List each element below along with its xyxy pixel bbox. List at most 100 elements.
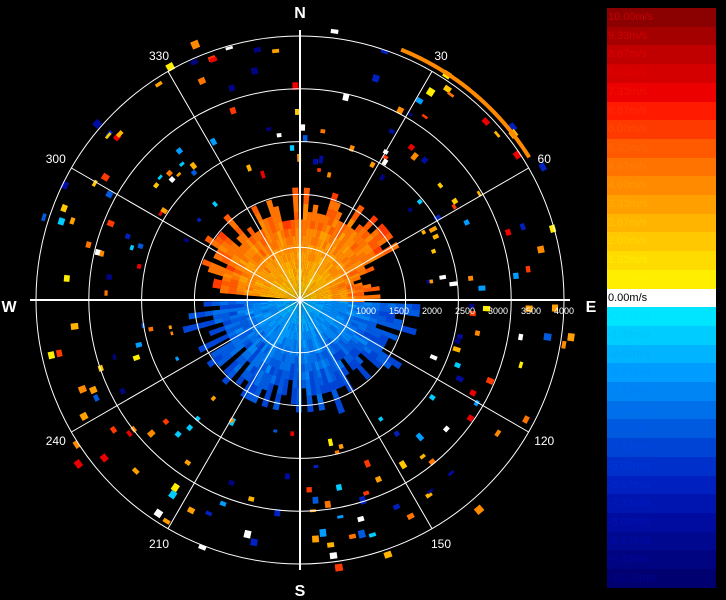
radar-polar-plot: 1000 1500 2000 2500 3000 3500 4000 30 60 120 150 2… xyxy=(1,5,596,600)
outer-echo xyxy=(478,285,486,291)
echo-cell xyxy=(332,201,341,212)
echo-cell xyxy=(338,265,347,274)
echo-cell xyxy=(353,259,363,268)
echo-cell xyxy=(307,268,312,278)
legend-label: 3.33m/s xyxy=(608,198,648,211)
echo-cell xyxy=(206,358,217,368)
echo-cell xyxy=(228,282,238,288)
echo-cell xyxy=(345,341,355,351)
outer-echo xyxy=(55,349,63,358)
outer-echo xyxy=(357,515,365,523)
echo-cell xyxy=(272,268,280,277)
echo-cell xyxy=(349,269,359,277)
echo-cell xyxy=(328,234,336,245)
echo-cell xyxy=(376,319,386,327)
echo-cell xyxy=(272,367,279,377)
echo-cell xyxy=(329,245,338,255)
echo-cell xyxy=(276,303,285,307)
echo-cell xyxy=(317,325,325,334)
echo-cell xyxy=(312,204,319,214)
outer-echo xyxy=(329,552,338,560)
echo-cell xyxy=(245,238,254,248)
echo-cell xyxy=(265,337,273,347)
echo-cell xyxy=(304,286,311,294)
echo-cell xyxy=(247,317,257,324)
echo-cell xyxy=(336,240,345,250)
echo-cell xyxy=(350,321,360,329)
echo-cell xyxy=(276,230,283,240)
echo-cell xyxy=(297,275,299,285)
echo-cell xyxy=(251,233,260,243)
echo-cell xyxy=(254,314,264,321)
echo-cell xyxy=(293,293,300,300)
echo-cell xyxy=(244,310,254,316)
echo-cell xyxy=(353,313,363,319)
echo-cell xyxy=(355,248,365,257)
echo-cell xyxy=(265,316,274,323)
echo-cell xyxy=(289,363,295,373)
echo-cell xyxy=(278,335,285,345)
echo-cell xyxy=(313,237,319,247)
echo-cell xyxy=(266,317,275,325)
legend-swatch xyxy=(607,400,716,420)
azimuth-labels: 30 60 120 150 210 240 300 330 xyxy=(46,49,555,551)
echo-cell xyxy=(274,351,281,361)
outer-echo xyxy=(105,190,114,199)
echo-cell xyxy=(301,243,306,253)
echo-cell xyxy=(293,284,298,293)
outer-echo xyxy=(227,479,235,487)
echo-cell xyxy=(296,315,299,325)
echo-cell xyxy=(226,330,237,338)
echo-cell xyxy=(284,370,290,380)
echo-cell xyxy=(280,309,288,316)
echo-cell xyxy=(290,331,294,340)
echo-cell xyxy=(362,221,373,232)
echo-cell xyxy=(240,271,250,279)
echo-cell xyxy=(323,300,333,303)
echo-cell xyxy=(236,247,246,256)
outer-echo xyxy=(493,130,501,138)
echo-cell xyxy=(225,264,236,272)
echo-cell xyxy=(293,307,298,316)
echo-cell xyxy=(321,249,328,259)
outer-echo xyxy=(497,116,506,125)
echo-cell xyxy=(309,312,316,320)
echo-cell xyxy=(304,235,310,245)
echo-cell xyxy=(233,268,243,275)
echo-cell xyxy=(291,227,296,237)
legend-entry: -4.67m/s xyxy=(607,419,717,439)
echo-cell xyxy=(363,287,372,293)
echo-cell xyxy=(330,363,338,374)
echo-cell xyxy=(337,311,347,317)
echo-cell xyxy=(213,353,224,363)
echo-cell xyxy=(307,252,312,262)
echo-cell xyxy=(294,331,298,341)
outer-echo xyxy=(109,425,118,434)
echo-cell xyxy=(275,277,283,285)
echo-cell xyxy=(308,321,314,331)
echo-cell xyxy=(310,311,318,318)
outer-echo xyxy=(290,431,295,437)
echo-cell xyxy=(268,290,278,295)
echo-cell xyxy=(332,321,342,328)
echo-cell xyxy=(290,355,296,365)
echo-cell xyxy=(336,359,346,370)
echo-cell xyxy=(378,350,389,361)
echo-cell xyxy=(260,305,269,310)
echo-cell xyxy=(326,338,335,347)
echo-cell xyxy=(286,304,294,310)
echo-cell xyxy=(318,247,325,257)
echo-cell xyxy=(328,381,337,392)
echo-cell xyxy=(221,316,231,323)
echo-cell xyxy=(229,348,239,357)
echo-cell xyxy=(215,269,225,277)
echo-cell xyxy=(322,320,331,329)
echo-cell xyxy=(303,355,308,365)
echo-cell xyxy=(224,341,234,350)
outer-echo xyxy=(174,356,180,362)
echo-cell xyxy=(338,253,348,262)
echo-cell xyxy=(305,251,310,261)
legend-label: -6.00m/s xyxy=(608,459,651,472)
echo-cell xyxy=(259,294,269,298)
outer-echo xyxy=(454,338,461,345)
